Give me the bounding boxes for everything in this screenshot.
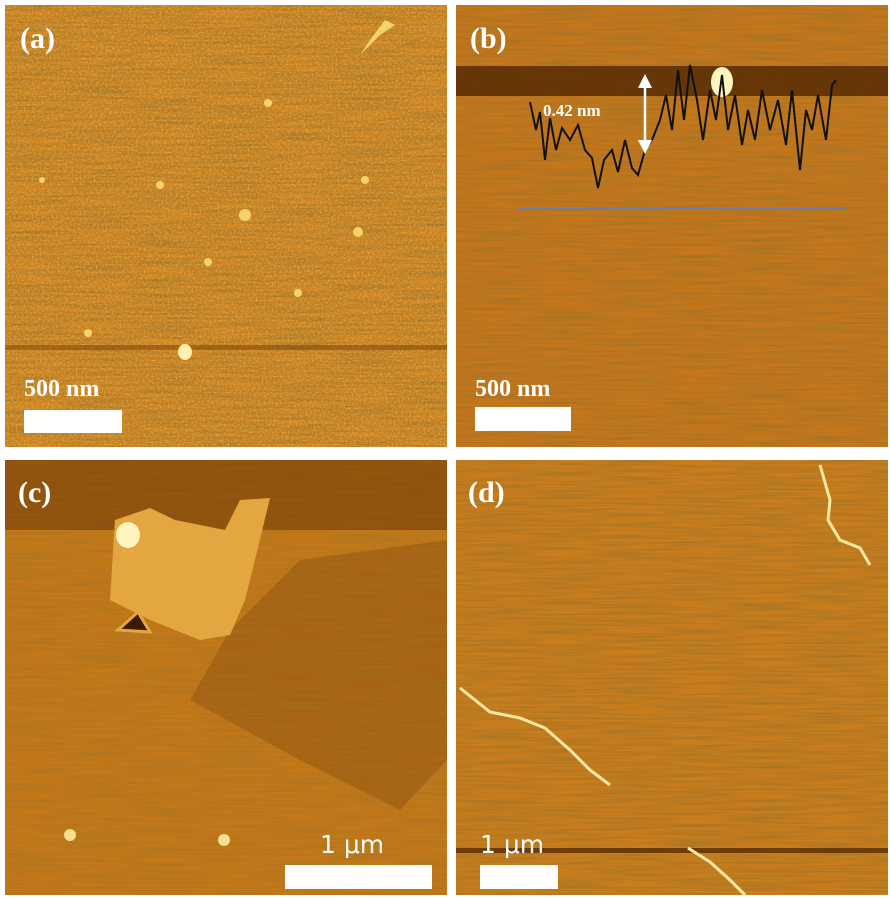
particle [178,344,192,360]
particle [156,181,164,189]
scale-label: 500 nm [24,376,99,402]
particle [84,329,92,337]
panel-d: (d) 1 μm [456,460,888,895]
height-annotation: 0.42 nm [543,101,601,120]
panel-label: (c) [18,476,51,509]
scale-label: 500 nm [475,376,550,402]
scale-bar [480,865,558,889]
scale-label: 1 μm [320,830,384,859]
particle [264,99,272,107]
scale-bar [475,407,571,431]
panel-c: (c) 1 μm [5,460,447,895]
particle [218,834,230,846]
dark-band [456,66,888,96]
figure: (a) 500 nm 0.42 nm (b) 500 nm (c) 1 μm [0,0,890,899]
particle [294,289,302,297]
scan-line [5,345,447,350]
scale-bar [24,410,122,433]
particle [361,176,369,184]
particle [204,258,212,266]
particle [353,227,363,237]
scale-label: 1 μm [480,830,544,859]
particle [116,522,140,548]
particle [239,209,251,221]
panel-a: (a) 500 nm [5,5,447,447]
panel-label: (a) [20,22,55,55]
panel-b: 0.42 nm (b) 500 nm [456,5,888,447]
particle [39,177,45,183]
panel-label: (d) [468,476,505,509]
particle [64,829,76,841]
dark-band [5,460,447,530]
scale-bar [285,865,432,889]
panel-label: (b) [470,22,507,55]
